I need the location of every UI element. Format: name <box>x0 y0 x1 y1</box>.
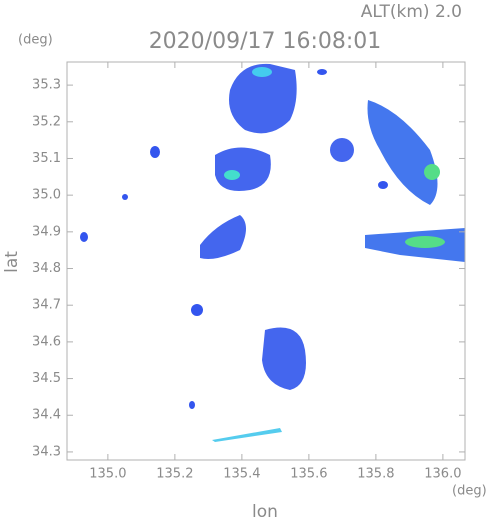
echo <box>215 147 271 191</box>
echo <box>122 194 128 200</box>
echo <box>189 401 195 409</box>
echo <box>424 164 440 180</box>
altitude-label: ALT(km) 2.0 <box>361 2 462 22</box>
echo <box>150 146 160 158</box>
x-tick-label: 135.4 <box>223 467 260 482</box>
y-unit: (deg) <box>18 33 53 48</box>
echo <box>367 100 438 205</box>
y-tick-label: 34.4 <box>32 408 61 423</box>
plot-frame <box>66 61 466 461</box>
y-axis-label: lat <box>2 251 22 273</box>
echo <box>212 428 282 442</box>
chart-title: 2020/09/17 16:08:01 <box>149 29 382 54</box>
echo <box>330 138 354 162</box>
y-tick-label: 34.8 <box>32 261 61 276</box>
x-unit: (deg) <box>452 484 487 499</box>
y-tick-label: 35.1 <box>32 151 61 166</box>
echo <box>191 304 203 316</box>
echo <box>252 67 272 77</box>
y-tick-label: 34.5 <box>32 371 61 386</box>
y-tick-label: 34.6 <box>32 334 61 349</box>
x-tick-label: 135.2 <box>156 467 193 482</box>
y-tick-label: 34.7 <box>32 298 61 313</box>
y-tick-label: 35.0 <box>32 188 61 203</box>
echo <box>262 327 306 390</box>
echo <box>200 215 246 259</box>
echo <box>229 63 297 134</box>
x-axis-label: lon <box>252 502 278 521</box>
x-tick-label: 135.8 <box>357 467 394 482</box>
echo <box>224 170 240 180</box>
radar-echoes <box>80 63 465 442</box>
x-tick-label: 135.6 <box>290 467 327 482</box>
echo <box>405 236 445 248</box>
echo <box>378 181 388 189</box>
y-tick-label: 35.2 <box>32 114 61 129</box>
y-tick-label: 35.3 <box>32 78 61 93</box>
x-tick-label: 135.0 <box>89 467 126 482</box>
x-tick-label: 136.0 <box>424 467 461 482</box>
echo <box>80 232 88 242</box>
y-tick-label: 34.9 <box>32 224 61 239</box>
y-tick-label: 34.3 <box>32 444 61 459</box>
echo <box>317 69 327 75</box>
